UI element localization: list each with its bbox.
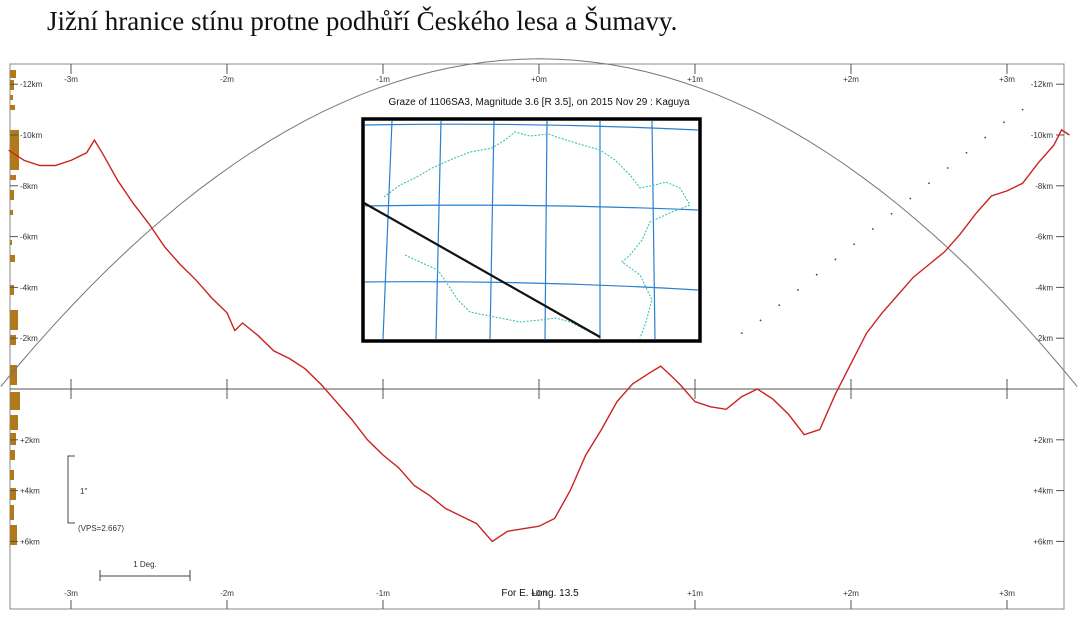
strip-bar: [10, 335, 16, 345]
y-tick-label-upper-left: -4km: [20, 283, 38, 292]
bottom-tick-label: +2m: [843, 589, 859, 598]
strip-bar: [10, 210, 13, 215]
degree-label: 1 Deg.: [133, 560, 157, 569]
y-tick-label-upper-left: -12km: [20, 80, 43, 89]
y-tick-label-upper-left: -6km: [20, 233, 38, 242]
y-tick-label-lower-left: +4km: [20, 487, 40, 496]
strip-bar: [10, 240, 12, 245]
strip-bar: [10, 285, 14, 295]
top-tick-label: +0m: [531, 75, 547, 84]
y-tick-label-upper-left: -8km: [20, 182, 38, 191]
y-tick-label-lower-right: +4km: [1033, 487, 1053, 496]
y-tick-label-upper-right: -8km: [1035, 182, 1053, 191]
y-tick-label-upper-left: -2km: [20, 334, 38, 343]
y-tick-label-upper-right: -2km: [1035, 334, 1053, 343]
path-dot: [797, 289, 799, 291]
top-tick-label: +3m: [999, 75, 1015, 84]
y-tick-label-upper-right: -12km: [1031, 80, 1054, 89]
top-tick-label: +1m: [687, 75, 703, 84]
dotted-path: [740, 108, 1024, 335]
y-tick-label-upper-right: -4km: [1035, 283, 1053, 292]
path-dot: [984, 136, 987, 139]
top-tick-label: +2m: [843, 75, 859, 84]
path-dot: [1021, 108, 1024, 111]
path-dot: [1002, 121, 1005, 124]
y-tick-label-lower-left: +2km: [20, 436, 40, 445]
bottom-tick-label: -2m: [220, 589, 234, 598]
strip-bar: [10, 433, 16, 445]
figure-caption: Jižní hranice stínu protne podhůří České…: [47, 6, 678, 36]
y-tick-label-lower-right: +6km: [1033, 537, 1053, 546]
left-bar-strip: [10, 70, 20, 545]
y-tick-label-upper-right: -10km: [1031, 131, 1054, 140]
y-tick-label-upper-left: -10km: [20, 131, 43, 140]
strip-bar: [10, 255, 15, 262]
axis-ticks: -3m -2m -1m +0m +1m +2m +3m -3m -2m -1m +0m +1m +2m +…: [10, 64, 1064, 609]
strip-bar: [10, 450, 15, 460]
inset-border-outline: [383, 131, 691, 339]
path-dot: [853, 243, 856, 246]
strip-bar: [10, 175, 16, 180]
top-tick-label: -3m: [64, 75, 78, 84]
strip-bar: [10, 70, 16, 78]
y-tick-label-lower-right: +2km: [1033, 436, 1053, 445]
bottom-tick-label: -3m: [64, 589, 78, 598]
shadow-limit-arc: [0, 58, 1078, 387]
path-dot: [778, 304, 781, 307]
scale-label: 1": [80, 487, 87, 496]
inset-map: [361, 117, 702, 343]
bottom-tick-label: +0m: [531, 589, 547, 598]
strip-bar: [10, 392, 20, 410]
strip-bar: [10, 130, 19, 170]
chart-footer: For E. Long. 13.5: [501, 588, 579, 599]
vps-label: (VPS=2.667): [78, 524, 124, 533]
strip-bar: [10, 105, 15, 110]
inset-grid: [364, 120, 699, 340]
strip-bar: [10, 415, 18, 430]
strip-bar: [10, 470, 14, 480]
strip-bar: [10, 190, 14, 200]
top-tick-label: -2m: [220, 75, 234, 84]
path-dot: [965, 151, 968, 154]
strip-bar: [10, 505, 14, 520]
bottom-tick-label: -1m: [376, 589, 390, 598]
path-dot: [871, 228, 874, 230]
chart-title: Graze of 1106SA3, Magnitude 3.6 [R 3.5],…: [388, 97, 690, 108]
path-dot: [928, 182, 930, 185]
bottom-tick-label: +1m: [687, 589, 703, 598]
path-dot: [946, 167, 949, 169]
path-dot: [759, 319, 762, 322]
strip-bar: [10, 95, 13, 100]
path-dot: [834, 258, 837, 261]
path-dot: [740, 332, 743, 335]
strip-bar: [10, 310, 18, 330]
inset-central-path: [363, 202, 601, 338]
limb-profile-line: [8, 128, 1070, 543]
y-tick-label-upper-right: -6km: [1035, 233, 1053, 242]
y-tick-label-lower-left: +6km: [20, 537, 40, 546]
top-tick-label: -1m: [376, 75, 390, 84]
strip-bar: [10, 365, 17, 385]
vertical-scale-bar: [67, 455, 75, 524]
path-dot: [815, 273, 818, 276]
bottom-tick-label: +3m: [999, 589, 1015, 598]
path-dot: [909, 197, 912, 200]
strip-bar: [10, 488, 16, 500]
strip-bar: [10, 80, 14, 90]
degree-scale-bar: [99, 570, 191, 581]
path-dot: [890, 212, 893, 215]
strip-bar: [10, 525, 17, 545]
